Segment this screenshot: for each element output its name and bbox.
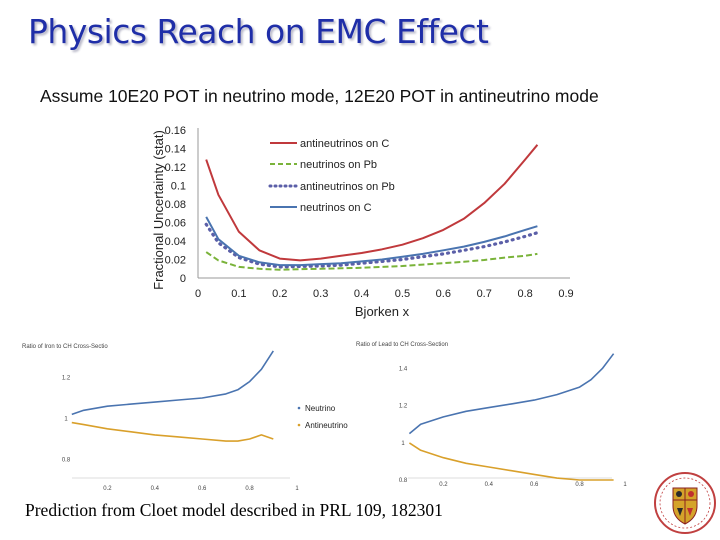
lead-y-tick-label: 1 (401, 441, 405, 447)
lead-y-tick-label: 1.4 (399, 367, 408, 373)
series-line-antineutrinos-on-pb (204, 222, 540, 269)
lead-y-tick-label: 1.2 (399, 404, 408, 410)
main-y-tick-label: 0.04 (165, 236, 186, 248)
lead-x-tick-label: 1 (623, 482, 627, 488)
main-y-tick-label: 0.08 (165, 199, 186, 211)
main-x-tick-label: 0.9 (558, 288, 573, 300)
main-y-tick-label: 0.16 (165, 125, 186, 137)
main-ylabel: Fractional Uncertainty (stat) (151, 130, 166, 290)
main-y-tick-label: 0.1 (171, 181, 186, 193)
main-x-tick-label: 0.5 (395, 288, 410, 300)
lead-y-tick-label: 0.8 (399, 478, 408, 484)
legend-label-neutrinos-c: neutrinos on C (300, 202, 372, 214)
iron-y-tick-label: 1.2 (62, 376, 71, 382)
iron-x-tick-label: 0.8 (245, 486, 254, 492)
main-y-tick-label: 0.12 (165, 162, 186, 174)
uncertainty-chart: Fractional Uncertainty (stat) Bjorken x … (151, 125, 574, 319)
lead-ratio-chart: Ratio of Lead to CH Cross-Section 0.8 1 1.… (356, 342, 627, 488)
lead-x-tick-label: 0.6 (530, 482, 539, 488)
lead-chart-title: Ratio of Lead to CH Cross-Section (356, 342, 448, 348)
series-line-antineutrinos-on-c (205, 144, 539, 262)
lead-series-line-antineutrino (408, 442, 614, 481)
iron-x-tick-label: 0.4 (151, 486, 160, 492)
main-y-tick-label: 0 (180, 273, 186, 285)
main-y-tick-label: 0.06 (165, 218, 186, 230)
lead-x-tick-label: 0.2 (439, 482, 448, 488)
iron-x-tick-label: 0.6 (198, 486, 207, 492)
iron-y-tick-label: 0.8 (62, 458, 71, 464)
iron-y-tick-label: 1 (64, 417, 68, 423)
iron-series-line-antineutrino (71, 421, 274, 442)
main-legend: antineutrinos on C neutrinos on Pb antin… (268, 138, 395, 214)
main-x-tick-label: 0.8 (517, 288, 532, 300)
iron-x-tick-label: 1 (295, 486, 299, 492)
main-x-tick-label: 0.2 (272, 288, 287, 300)
main-x-tick-label: 0.1 (231, 288, 246, 300)
main-x-tick-label: 0.7 (477, 288, 492, 300)
lead-x-tick-label: 0.4 (485, 482, 494, 488)
legend-label-antineutrino: Antineutrino (305, 421, 348, 430)
main-x-tick-label: 0.4 (354, 288, 369, 300)
legend-label-antineutrinos-pb: antineutrinos on Pb (300, 181, 395, 193)
iron-series-line-neutrino (71, 350, 274, 416)
main-x-tick-label: 0 (195, 288, 201, 300)
main-y-tick-label: 0.14 (165, 144, 186, 156)
legend-label-neutrinos-pb: neutrinos on Pb (300, 159, 377, 171)
main-x-tick-label: 0.6 (436, 288, 451, 300)
iron-chart-title: Ratio of Iron to CH Cross-Sectio (22, 344, 108, 350)
slide-caption: Prediction from Cloet model described in… (25, 500, 443, 520)
legend-label-antineutrinos-c: antineutrinos on C (300, 138, 389, 150)
legend-label-neutrino: Neutrino (305, 404, 336, 413)
lead-x-tick-label: 0.8 (575, 482, 584, 488)
iron-x-tick-label: 0.2 (103, 486, 112, 492)
university-seal-icon (654, 472, 716, 534)
main-y-tick-label: 0.02 (165, 255, 186, 267)
series-line-neutrinos-on-c (205, 216, 538, 267)
main-xlabel: Bjorken x (355, 304, 410, 319)
lead-series-line-neutrino (408, 353, 615, 435)
iron-legend: Neutrino Antineutrino (297, 404, 348, 430)
legend-swatch-antineutrino (297, 423, 301, 427)
slide-subtitle: Assume 10E20 POT in neutrino mode, 12E20… (40, 86, 599, 106)
main-x-tick-label: 0.3 (313, 288, 328, 300)
legend-swatch-neutrino (297, 406, 301, 410)
iron-ratio-chart: Ratio of Iron to CH Cross-Sectio 0.8 1 1.2… (22, 344, 348, 492)
slide-title: Physics Reach on EMC Effect (28, 12, 489, 51)
